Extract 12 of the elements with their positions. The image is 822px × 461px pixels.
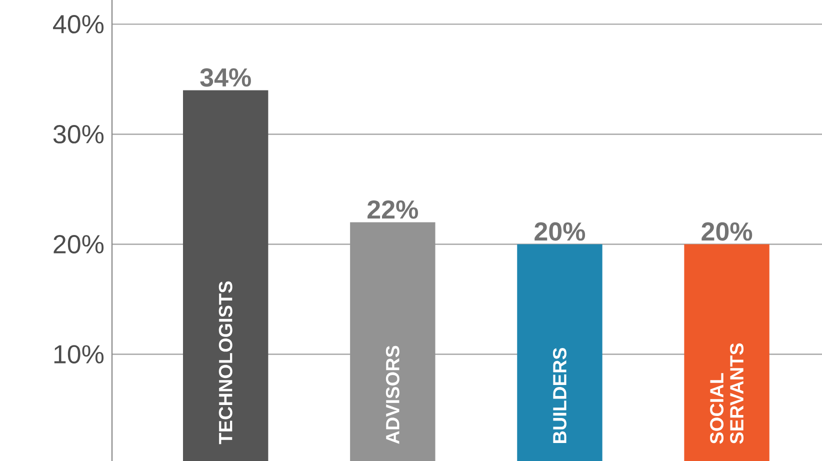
x-tick-label: ADVISORS — [386, 346, 400, 444]
data-label: 20% — [534, 222, 586, 241]
data-label: 34% — [200, 68, 251, 87]
y-tick-label: 30% — [53, 125, 104, 144]
y-tick-label: 40% — [53, 14, 104, 34]
data-label: 22% — [368, 200, 418, 219]
x-tick-label: SOCIAL SERVANTS — [710, 343, 744, 444]
y-tick-label: 20% — [54, 235, 104, 254]
x-tick-label: TECHNOLOGISTS — [218, 281, 232, 444]
data-label: 20% — [702, 222, 752, 241]
y-tick-label: 10% — [54, 345, 104, 364]
x-tick-label: BUILDERS — [552, 348, 566, 444]
